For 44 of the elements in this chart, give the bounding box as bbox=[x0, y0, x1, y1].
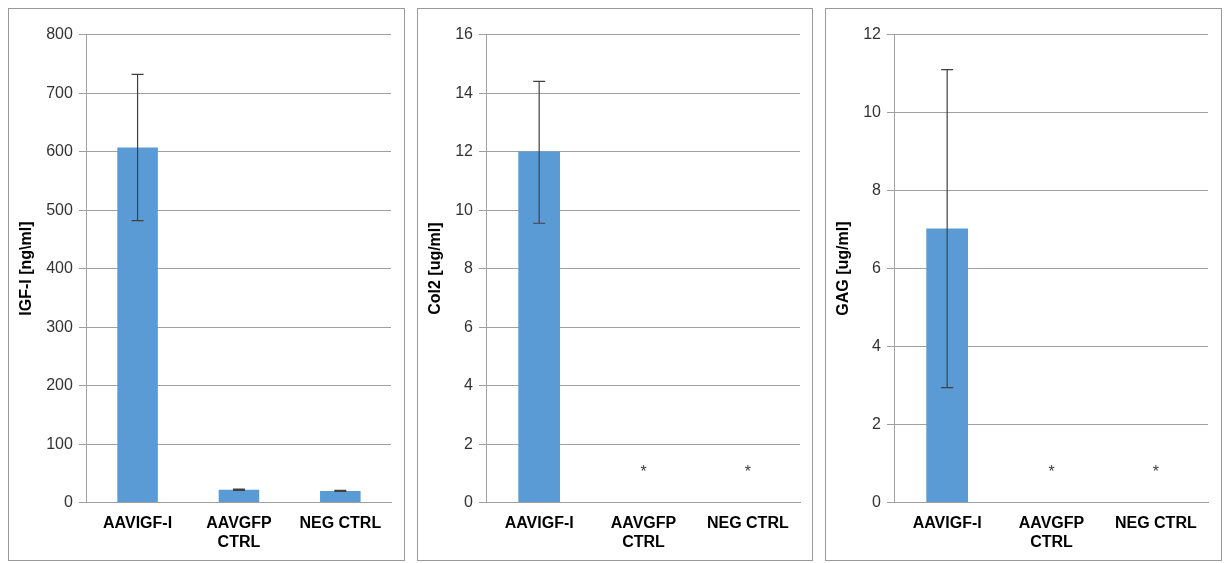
y-tick-label: 8 bbox=[463, 259, 473, 277]
y-tick-label: 0 bbox=[872, 493, 882, 511]
y-tick-label: 0 bbox=[463, 493, 473, 511]
bar bbox=[320, 490, 361, 503]
x-tick-label: AAVGFP CTRL bbox=[1019, 513, 1085, 550]
y-tick-label: 100 bbox=[46, 434, 73, 452]
y-axis-title: GAG [ug/ml] bbox=[834, 221, 852, 316]
bar bbox=[117, 147, 158, 503]
y-axis-title: Col2 [ug/ml] bbox=[425, 222, 443, 315]
y-tick-label: 6 bbox=[872, 259, 882, 277]
y-tick-label: 700 bbox=[46, 83, 73, 101]
y-axis-title: IGF-I [ng\ml] bbox=[17, 221, 35, 316]
annotation: * bbox=[1153, 463, 1160, 481]
y-tick-label: 4 bbox=[872, 337, 882, 355]
y-tick-label: 400 bbox=[46, 259, 73, 277]
annotation: * bbox=[744, 463, 751, 481]
x-tick-label: AAVGFP CTRL bbox=[206, 513, 273, 550]
annotation: * bbox=[1048, 463, 1055, 481]
x-tick-label: NEG CTRL bbox=[1115, 513, 1198, 531]
y-tick-label: 12 bbox=[454, 142, 473, 160]
y-tick-label: 4 bbox=[463, 376, 473, 394]
y-tick-label: 14 bbox=[454, 83, 473, 101]
y-tick-label: 8 bbox=[872, 181, 882, 199]
y-tick-label: 200 bbox=[46, 376, 73, 394]
y-tick-label: 2 bbox=[872, 415, 882, 433]
y-tick-label: 10 bbox=[454, 200, 473, 218]
bar bbox=[218, 489, 260, 503]
x-tick-label: AAVGFP CTRL bbox=[610, 513, 677, 550]
x-tick-label: NEG CTRL bbox=[706, 513, 789, 531]
x-tick-label: AAVIGF-I bbox=[912, 513, 983, 531]
x-tick-label: NEG CTRL bbox=[299, 513, 382, 531]
x-tick-label: AAVIGF-I bbox=[504, 513, 574, 531]
annotation: * bbox=[640, 463, 647, 481]
y-tick-label: 6 bbox=[463, 317, 473, 335]
y-tick-label: 10 bbox=[863, 103, 882, 121]
y-tick-label: 12 bbox=[863, 25, 882, 43]
y-tick-label: 16 bbox=[454, 25, 473, 43]
y-tick-label: 2 bbox=[463, 434, 473, 452]
y-tick-label: 300 bbox=[46, 317, 73, 335]
y-tick-label: 500 bbox=[46, 200, 73, 218]
y-tick-label: 0 bbox=[63, 493, 73, 511]
x-tick-label: AAVIGF-I bbox=[103, 513, 173, 531]
y-tick-label: 600 bbox=[46, 142, 73, 160]
y-tick-label: 800 bbox=[46, 25, 73, 43]
